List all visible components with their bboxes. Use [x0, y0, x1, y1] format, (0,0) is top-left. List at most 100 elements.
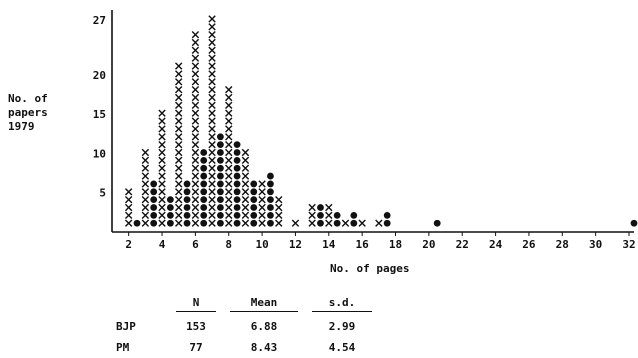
- x-tick-label: 16: [356, 238, 370, 251]
- dot-mark: [200, 196, 208, 204]
- x-mark: [208, 148, 216, 157]
- x-mark: [175, 101, 183, 110]
- x-mark: [191, 85, 200, 94]
- x-mark: [208, 117, 216, 125]
- dot-mark: [200, 149, 208, 156]
- stats-row-bjp: BJP 153 6.88 2.99: [116, 312, 372, 333]
- x-mark: [141, 148, 150, 157]
- stats-table: N Mean s.d. BJP 153 6.88 2.99 PM 77 8.43…: [116, 296, 372, 354]
- x-mark: [208, 46, 216, 55]
- dot-mark: [317, 204, 324, 211]
- x-mark: [191, 78, 200, 86]
- x-mark: [241, 148, 250, 157]
- x-mark: [175, 203, 183, 212]
- x-mark: [225, 180, 233, 188]
- x-mark: [225, 148, 233, 157]
- x-mark: [175, 93, 183, 102]
- dot-mark: [133, 219, 141, 227]
- dot-mark: [267, 196, 274, 204]
- x-mark: [258, 219, 266, 227]
- x-mark: [124, 211, 133, 220]
- x-mark: [208, 101, 216, 110]
- stats-mean-value: 6.88: [250, 320, 278, 333]
- dot-mark: [250, 219, 258, 227]
- x-mark: [225, 93, 233, 102]
- x-mark: [275, 195, 283, 204]
- x-axis-label: No. of pages: [330, 262, 410, 275]
- x-mark: [225, 101, 233, 110]
- x-tick-label: 28: [556, 238, 569, 251]
- x-tick-label: 26: [522, 238, 536, 251]
- x-mark: [191, 38, 200, 47]
- x-mark: [141, 219, 150, 227]
- dot-mark: [200, 156, 208, 164]
- x-mark: [225, 85, 233, 94]
- dot-mark: [183, 180, 191, 188]
- x-mark: [341, 219, 350, 227]
- x-mark: [191, 180, 200, 188]
- dot-mark: [200, 188, 208, 196]
- dot-mark: [150, 180, 158, 188]
- dot-mark: [267, 172, 274, 180]
- dot-mark: [233, 188, 241, 196]
- x-mark: [158, 172, 166, 180]
- x-mark: [158, 156, 166, 165]
- dot-mark: [317, 211, 324, 219]
- x-mark: [358, 219, 366, 227]
- y-tick-label: 5: [99, 187, 106, 200]
- x-mark: [158, 164, 166, 172]
- x-mark: [258, 211, 266, 220]
- dot-mark: [267, 188, 274, 196]
- dot-mark: [200, 219, 208, 227]
- x-mark: [175, 188, 183, 196]
- stats-mean-value: 8.43: [250, 341, 278, 354]
- dot-mark: [150, 188, 158, 196]
- x-mark: [175, 109, 183, 117]
- x-mark: [191, 188, 200, 196]
- x-mark: [308, 211, 316, 220]
- dot-mark: [217, 204, 224, 211]
- x-mark: [225, 156, 233, 165]
- x-mark: [124, 203, 133, 212]
- dot-mark: [150, 204, 158, 211]
- x-mark: [258, 203, 266, 212]
- x-mark: [225, 203, 233, 212]
- dot-mark: [333, 219, 341, 227]
- stats-row-label: PM: [116, 341, 130, 354]
- x-mark: [225, 219, 233, 227]
- x-mark: [225, 188, 233, 196]
- x-mark: [191, 46, 200, 55]
- y-tick-label: 10: [93, 147, 106, 160]
- dot-mark: [217, 149, 224, 156]
- x-mark: [241, 156, 250, 165]
- x-mark: [191, 211, 200, 220]
- dot-mark: [150, 219, 158, 227]
- x-mark: [191, 93, 200, 102]
- x-mark: [208, 15, 216, 23]
- stats-row-pm: PM 77 8.43 4.54: [116, 333, 372, 354]
- x-mark: [208, 54, 216, 62]
- x-mark: [308, 219, 316, 227]
- x-mark: [208, 23, 216, 31]
- dot-mark: [383, 211, 391, 219]
- x-mark: [275, 219, 283, 227]
- dot-mark: [217, 164, 224, 172]
- x-mark: [208, 164, 216, 172]
- x-mark: [208, 219, 216, 227]
- x-mark: [208, 30, 216, 39]
- x-mark: [158, 125, 166, 133]
- dot-mark: [233, 164, 241, 172]
- dot-mark: [200, 204, 208, 211]
- y-tick-label: 20: [93, 69, 106, 82]
- x-mark: [191, 195, 200, 204]
- x-mark: [141, 180, 150, 188]
- dot-mark: [250, 211, 258, 219]
- x-mark: [191, 30, 200, 39]
- x-mark: [175, 70, 183, 78]
- dot-mark: [630, 219, 638, 227]
- dot-mark: [250, 204, 258, 211]
- stats-header-row: N Mean s.d.: [116, 296, 372, 312]
- dot-mark: [250, 180, 258, 188]
- x-mark: [258, 188, 266, 196]
- dot-mark: [250, 188, 258, 196]
